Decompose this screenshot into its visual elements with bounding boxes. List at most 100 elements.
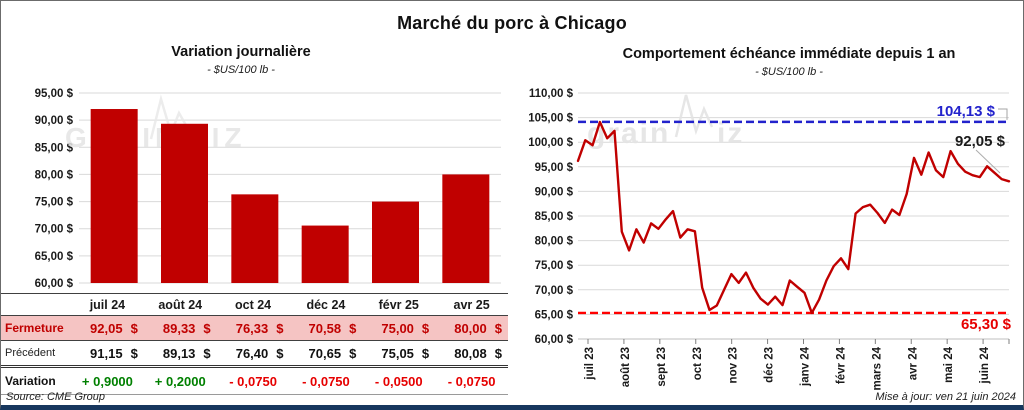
row-label: Variation (5, 374, 56, 388)
y-axis-tick-label: 95,00 $ (535, 162, 574, 174)
currency-symbol: $ (276, 345, 284, 361)
x-axis-tick-label: mars 24 (871, 346, 883, 390)
price-number: 75,05 (381, 345, 414, 361)
price-number: 92,05 (90, 320, 123, 336)
source-note: Source: CME Group (6, 391, 106, 403)
y-axis-tick-label: 75,00 $ (535, 260, 574, 272)
table-row-fermeture: Fermeture 92,05 $89,33 $76,33 $70,58 $75,00 $8… (1, 315, 508, 341)
table-header-row: juil 24 août 24 oct 24 déc 24 févr 25 avr 25 (1, 294, 508, 315)
variation-value: - 0,0750 (229, 373, 277, 389)
price-number: 76,33 (235, 320, 269, 336)
last-value-label: 92,05 $ (955, 133, 1006, 150)
price-series-line (576, 120, 1011, 315)
y-axis-tick-label: 70,00 $ (35, 224, 74, 236)
bar-déc 24 (301, 225, 349, 283)
y-axis-tick-label: 80,00 $ (535, 236, 574, 248)
page-title: Marché du porc à Chicago (397, 13, 627, 33)
price-number: 80,00 (454, 320, 487, 336)
y-axis-tick-label: 60,00 $ (535, 334, 574, 346)
x-axis-tick-label: déc 23 (764, 347, 776, 383)
bar-oct 24 (231, 194, 279, 283)
month-header: déc 24 (306, 297, 346, 312)
variation-value: - 0,0750 (447, 373, 496, 389)
bar-avr 25 (442, 174, 490, 283)
y-axis-tick-label: 60,00 $ (35, 278, 74, 290)
x-axis-tick-label: juin 24 (979, 346, 991, 384)
month-header: août 24 (158, 297, 203, 312)
price-number: 91,15 (90, 345, 123, 361)
price-value: 75,05 $ (362, 346, 435, 361)
variation-value: + 0,9000 (81, 373, 133, 389)
x-axis-tick-label: oct 23 (692, 347, 704, 380)
price-value: 70,65 $ (290, 346, 363, 361)
price-value: 80,00 $ (435, 321, 508, 336)
price-value: 91,15 $ (71, 346, 144, 361)
currency-symbol: $ (494, 345, 502, 361)
price-value: 76,40 $ (217, 346, 290, 361)
row-label: Fermeture (5, 321, 64, 335)
y-axis-tick-label: 90,00 $ (35, 115, 74, 127)
currency-symbol: $ (203, 345, 211, 361)
currency-symbol: $ (130, 345, 138, 361)
price-value: 92,05 $ (71, 321, 144, 336)
line-chart-title: Comportement échéance immédiate depuis 1… (622, 46, 956, 62)
bar-août 24 (161, 123, 208, 283)
currency-symbol: $ (276, 320, 284, 336)
month-header: avr 25 (453, 297, 490, 312)
x-axis-tick-label: sept 23 (656, 347, 668, 387)
y-axis-tick-label: 70,00 $ (535, 285, 574, 297)
price-value: 89,13 $ (144, 346, 217, 361)
max-label-connector (998, 108, 1008, 120)
price-value: 70,58 $ (290, 321, 363, 336)
y-axis-tick-label: 100,00 $ (528, 137, 573, 149)
month-header: oct 24 (235, 297, 272, 312)
price-value: 80,08 $ (435, 346, 508, 361)
y-axis-tick-label: 110,00 $ (529, 88, 574, 100)
currency-symbol: $ (349, 320, 357, 336)
table-row-precedent: Précédent 91,15 $89,13 $76,40 $70,65 $75,05 $8… (1, 341, 508, 368)
y-axis-tick-label: 90,00 $ (535, 186, 574, 198)
price-table: juil 24 août 24 oct 24 déc 24 févr 25 avr 25 F… (1, 293, 508, 395)
variation-value: - 0,0500 (374, 373, 423, 389)
bar-juil 24 (90, 109, 138, 283)
table-row-variation: Variation + 0,9000 + 0,2000 - 0,0750 - 0,075… (1, 368, 508, 395)
currency-symbol: $ (421, 320, 430, 336)
y-axis-tick-label: 95,00 $ (35, 88, 74, 100)
y-axis-tick-label: 85,00 $ (535, 211, 574, 223)
month-header: févr 25 (378, 297, 419, 312)
y-axis-tick-label: 75,00 $ (35, 197, 74, 209)
x-axis-tick-label: févr 24 (835, 346, 847, 384)
line-chart-subtitle: - $US/100 lb - (755, 66, 823, 78)
x-axis-tick-label: avr 24 (907, 346, 919, 380)
month-header: juil 24 (89, 297, 126, 312)
daily-variation-bar-chart: 95,00 $ 90,00 $ 85,00 $ 80,00 $ 75,00 $ 70,00… (35, 88, 501, 290)
price-value: 89,33 $ (144, 321, 217, 336)
bar-févr 25 (372, 201, 419, 283)
y-axis-tick-label: 105,00 $ (528, 113, 573, 125)
bar-chart-subtitle: - $US/100 lb - (207, 64, 275, 76)
x-axis-tick-label: juil 23 (584, 347, 596, 381)
y-axis-tick-label: 65,00 $ (35, 251, 74, 263)
y-axis-tick-label: 85,00 $ (35, 142, 74, 154)
x-axis-tick-label: nov 23 (728, 347, 740, 383)
price-value: 76,33 $ (217, 321, 290, 336)
currency-symbol: $ (349, 345, 357, 361)
x-axis-tick-label: août 23 (620, 347, 632, 387)
bar-chart-title: Variation journalière (171, 44, 311, 60)
currency-symbol: $ (421, 345, 430, 361)
price-number: 70,65 (308, 345, 342, 361)
price-number: 70,58 (308, 320, 342, 336)
price-number: 89,13 (162, 345, 196, 361)
price-number: 76,40 (235, 345, 269, 361)
currency-symbol: $ (494, 320, 502, 336)
front-month-line-chart: 110,00 $ 105,00 $ 100,00 $ 95,00 $ 90,00 $ 85… (528, 88, 1012, 390)
price-value: 75,00 $ (362, 321, 435, 336)
y-axis-tick-label: 65,00 $ (535, 309, 574, 321)
currency-symbol: $ (130, 320, 138, 336)
row-label: Précédent (5, 347, 56, 359)
min-value-label: 65,30 $ (961, 316, 1012, 333)
x-axis-tick-label: mai 24 (943, 346, 955, 382)
variation-value: + 0,2000 (154, 373, 206, 389)
price-number: 89,33 (162, 320, 196, 336)
